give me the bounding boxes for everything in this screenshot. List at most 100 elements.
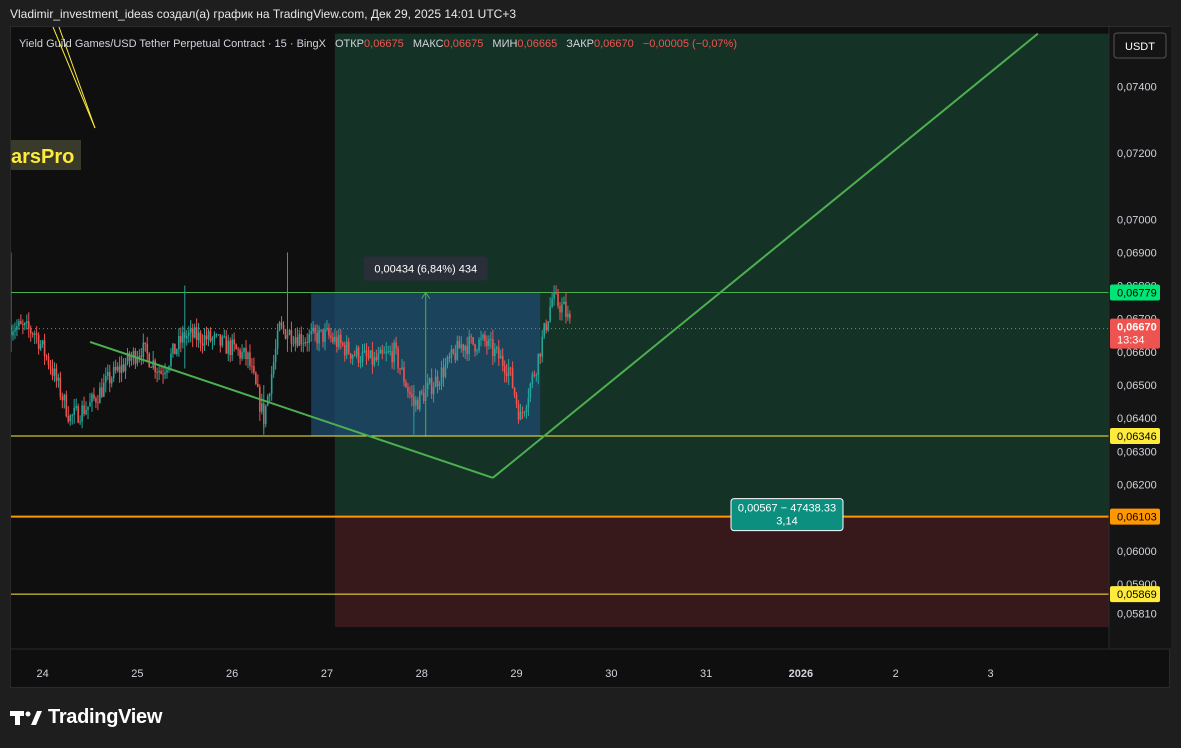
candle-body	[120, 364, 123, 373]
candle-body	[37, 334, 40, 350]
level-price-tag-1	[1110, 428, 1160, 445]
candle-body	[359, 361, 362, 363]
candle-body	[379, 349, 382, 354]
candle-body	[373, 357, 376, 365]
candle-body	[438, 383, 441, 387]
candle-body	[312, 327, 314, 332]
candle-body	[282, 324, 285, 330]
candle-body	[527, 397, 530, 408]
candle-body	[450, 349, 453, 358]
candle-body	[553, 292, 555, 299]
candle-body	[138, 355, 141, 359]
candle-body	[33, 333, 36, 335]
candle-body	[172, 343, 174, 354]
legend-symbol: Yield Guild Games/USD Tether Perpetual C…	[19, 38, 327, 50]
candle-body	[95, 398, 97, 403]
candle-body	[476, 350, 478, 352]
candle-body	[336, 336, 338, 348]
candle-body	[478, 339, 480, 351]
candle-body	[270, 374, 273, 394]
candle-body	[567, 314, 569, 317]
price-chart[interactable]: arsPro 0,00434 (6,84%) 434 0,00567 − 4743…	[11, 27, 1171, 689]
x-tick-label: 24	[36, 668, 48, 680]
candle-body	[174, 343, 176, 355]
candle-body	[385, 351, 388, 354]
candle-body	[338, 334, 340, 348]
candle-body	[306, 341, 309, 343]
candle-body	[142, 342, 145, 357]
candle-body	[261, 403, 263, 412]
candle-body	[403, 367, 405, 383]
candle-body	[85, 410, 87, 415]
candle-body	[326, 328, 328, 330]
candle-body	[458, 340, 461, 349]
candle-body	[205, 335, 208, 340]
candle-body	[371, 350, 374, 365]
chart-frame[interactable]: arsPro 0,00434 (6,84%) 434 0,00567 − 4743…	[10, 26, 1171, 689]
candle-body	[278, 322, 281, 331]
candle-body	[314, 327, 316, 333]
candle-body	[381, 349, 384, 354]
candle-body	[539, 353, 542, 357]
candle-body	[251, 365, 253, 367]
candle-body	[549, 306, 551, 322]
candle-body	[565, 301, 567, 317]
candle-body	[415, 399, 417, 406]
candle-body	[20, 321, 22, 324]
candle-body	[97, 402, 99, 404]
legend-open-value: 0,06675	[364, 38, 404, 50]
candle-body	[176, 349, 178, 355]
candle-body	[391, 351, 393, 363]
candle-body	[239, 350, 241, 359]
candle-body	[209, 331, 212, 341]
x-tick-label: 3	[987, 668, 993, 680]
candle-body	[73, 407, 75, 415]
candle-body	[276, 330, 279, 349]
legend-low-label: МИН	[492, 38, 517, 50]
candle-body	[525, 407, 528, 413]
y-tick-label: 0,06900	[1117, 247, 1157, 259]
candle-body	[389, 351, 391, 353]
candle-body	[160, 370, 162, 374]
candle-body	[106, 371, 109, 377]
candle-body	[22, 323, 24, 325]
candle-body	[409, 391, 411, 395]
candle-body	[300, 334, 303, 345]
candle-body	[324, 329, 326, 342]
y-tick-label: 0,06400	[1117, 413, 1157, 425]
candle-body	[436, 376, 439, 387]
candle-body	[569, 314, 571, 319]
legend-high-label: МАКС	[413, 38, 444, 50]
candle-body	[170, 353, 172, 367]
candle-body	[59, 377, 62, 397]
candle-body	[61, 396, 64, 401]
candle-body	[298, 334, 301, 346]
level-price-label-1: 0,06346	[1117, 431, 1157, 443]
y-tick-label: 0,07000	[1117, 214, 1157, 226]
y-tick-label: 0,05810	[1117, 609, 1157, 621]
candle-body	[555, 292, 557, 294]
candle-body	[533, 374, 536, 376]
candle-body	[130, 357, 133, 361]
candle-body	[537, 353, 540, 375]
candle-body	[257, 383, 259, 387]
candle-body	[507, 367, 510, 376]
candle-body	[55, 368, 58, 381]
candle-body	[99, 387, 101, 404]
candle-body	[245, 347, 247, 360]
candle-body	[369, 350, 372, 358]
candle-body	[241, 352, 243, 359]
watermark-logo-text: arsPro	[11, 146, 74, 168]
candle-body	[207, 331, 210, 340]
x-tick-label: 25	[131, 668, 143, 680]
candle-body	[349, 353, 352, 359]
candle-body	[227, 340, 230, 354]
currency-button[interactable]: USDT	[1113, 32, 1167, 59]
candle-body	[128, 352, 131, 361]
candle-body	[442, 367, 445, 377]
candle-body	[316, 332, 318, 344]
candle-body	[529, 383, 532, 398]
candle-body	[304, 341, 307, 344]
candle-body	[154, 360, 156, 373]
candle-body	[264, 405, 267, 425]
